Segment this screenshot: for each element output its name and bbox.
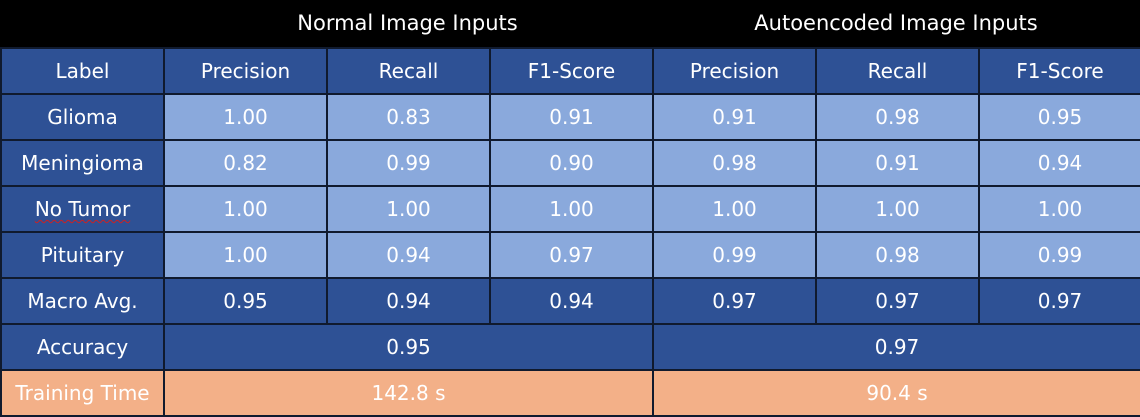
column-header-normal-f1: F1-Score bbox=[489, 47, 654, 95]
table-row-no-tumor: No Tumor 1.00 1.00 1.00 1.00 1.00 1.00 bbox=[0, 185, 1140, 233]
table-cell: 0.97 bbox=[815, 277, 980, 325]
table-row-macro-avg: Macro Avg. 0.95 0.94 0.94 0.97 0.97 0.97 bbox=[0, 277, 1140, 325]
column-header-normal-recall: Recall bbox=[326, 47, 491, 95]
accuracy-normal: 0.95 bbox=[163, 323, 654, 371]
training-time-normal: 142.8 s bbox=[163, 369, 654, 417]
row-label: Glioma bbox=[0, 93, 165, 141]
table-cell: 1.00 bbox=[489, 185, 654, 233]
table-row-meningioma: Meningioma 0.82 0.99 0.90 0.98 0.91 0.94 bbox=[0, 139, 1140, 187]
column-header-auto-f1: F1-Score bbox=[978, 47, 1140, 95]
table-cell: 0.97 bbox=[978, 277, 1140, 325]
table-cell: 0.83 bbox=[326, 93, 491, 141]
table-cell: 1.00 bbox=[163, 185, 328, 233]
table-cell: 0.98 bbox=[652, 139, 817, 187]
table-row-glioma: Glioma 1.00 0.83 0.91 0.91 0.98 0.95 bbox=[0, 93, 1140, 141]
table-cell: 0.95 bbox=[978, 93, 1140, 141]
table-cell: 0.97 bbox=[489, 231, 654, 279]
row-label: Accuracy bbox=[0, 323, 165, 371]
table-cell: 1.00 bbox=[652, 185, 817, 233]
column-header-auto-recall: Recall bbox=[815, 47, 980, 95]
table-cell: 0.97 bbox=[652, 277, 817, 325]
table-cell: 0.91 bbox=[489, 93, 654, 141]
table-cell: 0.91 bbox=[815, 139, 980, 187]
row-label-text: No Tumor bbox=[34, 197, 131, 221]
table-row-training-time: Training Time 142.8 s 90.4 s bbox=[0, 369, 1140, 417]
training-time-autoencoded: 90.4 s bbox=[652, 369, 1140, 417]
normal-inputs-header: Normal Image Inputs bbox=[297, 11, 518, 35]
table-cell: 0.94 bbox=[489, 277, 654, 325]
column-header-auto-precision: Precision bbox=[652, 47, 817, 95]
results-table: Label Precision Recall F1-Score Precisio… bbox=[0, 47, 1140, 417]
table-cell: 0.95 bbox=[163, 277, 328, 325]
table-cell: 0.94 bbox=[326, 231, 491, 279]
table-cell: 0.91 bbox=[652, 93, 817, 141]
table-cell: 0.94 bbox=[978, 139, 1140, 187]
autoencoded-inputs-header: Autoencoded Image Inputs bbox=[754, 11, 1038, 35]
column-header-normal-precision: Precision bbox=[163, 47, 328, 95]
table-cell: 0.90 bbox=[489, 139, 654, 187]
column-header-row: Label Precision Recall F1-Score Precisio… bbox=[0, 47, 1140, 95]
accuracy-autoencoded: 0.97 bbox=[652, 323, 1140, 371]
row-label: No Tumor bbox=[0, 185, 165, 233]
row-label: Meningioma bbox=[0, 139, 165, 187]
table-cell: 0.82 bbox=[163, 139, 328, 187]
table-cell: 0.99 bbox=[652, 231, 817, 279]
table-cell: 0.98 bbox=[815, 231, 980, 279]
table-cell: 1.00 bbox=[815, 185, 980, 233]
table-row-accuracy: Accuracy 0.95 0.97 bbox=[0, 323, 1140, 371]
table-cell: 0.99 bbox=[978, 231, 1140, 279]
table-row-pituitary: Pituitary 1.00 0.94 0.97 0.99 0.98 0.99 bbox=[0, 231, 1140, 279]
row-label: Training Time bbox=[0, 369, 165, 417]
table-cell: 0.94 bbox=[326, 277, 491, 325]
table-cell: 1.00 bbox=[326, 185, 491, 233]
table-cell: 0.98 bbox=[815, 93, 980, 141]
table-cell: 0.99 bbox=[326, 139, 491, 187]
row-label: Pituitary bbox=[0, 231, 165, 279]
table-cell: 1.00 bbox=[978, 185, 1140, 233]
column-header-label: Label bbox=[0, 47, 165, 95]
table-cell: 1.00 bbox=[163, 93, 328, 141]
row-label: Macro Avg. bbox=[0, 277, 165, 325]
table-cell: 1.00 bbox=[163, 231, 328, 279]
